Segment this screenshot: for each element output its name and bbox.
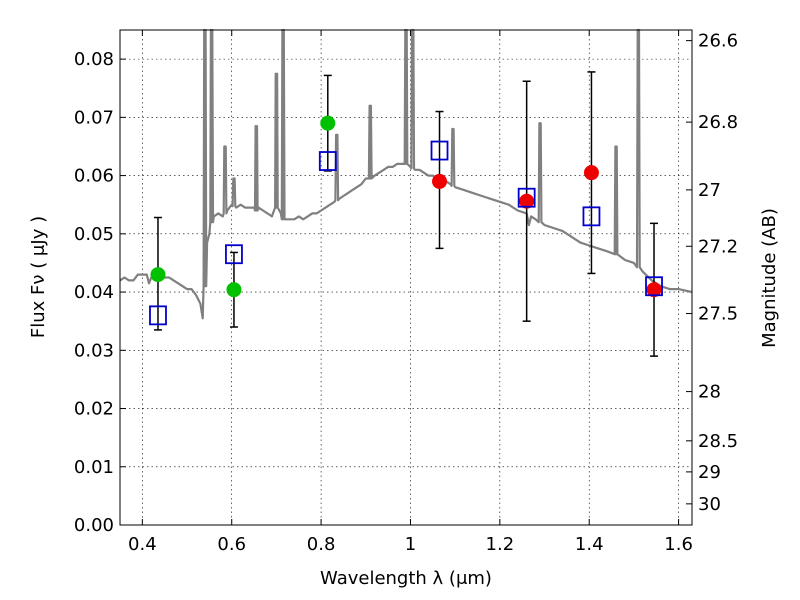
model-spectrum-line (119, 28, 693, 320)
x-tick-label: 0.6 (217, 534, 246, 555)
y-tick-label: 0.05 (74, 224, 114, 245)
right-tick-label: 28 (698, 382, 721, 403)
right-tick-label: 26.8 (698, 112, 738, 133)
right-tick-label: 27.2 (698, 236, 738, 257)
x-axis-label: Wavelength λ (μm) (320, 568, 492, 589)
model-photometry-point (517, 187, 536, 208)
y-tick-label: 0.01 (74, 457, 114, 478)
plot-frame (119, 29, 693, 526)
y-tick-label: 0.00 (74, 515, 114, 536)
model-photometry-point (582, 206, 601, 227)
y-tick-label: 0.04 (74, 282, 114, 303)
right-axis-label: Magnitude (AB) (759, 208, 780, 348)
x-tick-label: 1.2 (486, 534, 515, 555)
x-tick-label: 1.4 (575, 534, 604, 555)
data-point (320, 115, 336, 131)
model-photometry-point (149, 305, 167, 326)
y-tick-label: 0.03 (74, 340, 114, 361)
data-point (646, 282, 662, 298)
model-spectrum (119, 28, 693, 320)
model-photometry-point (225, 244, 243, 265)
right-tick-label: 28.5 (698, 431, 738, 452)
right-tick-label: 27 (698, 180, 721, 201)
right-tick-label: 26.6 (698, 31, 738, 52)
data-point (150, 267, 166, 283)
y-axis-label: Flux Fν ( μJy ) (28, 216, 49, 338)
right-tick-label: 30 (698, 494, 721, 515)
data-point (583, 165, 599, 181)
x-tick-label: 0.4 (128, 534, 157, 555)
model-photometry-point (318, 151, 337, 171)
right-tick-label: 29 (698, 462, 721, 483)
y-tick-label: 0.06 (74, 166, 114, 187)
data-point (432, 173, 448, 189)
y-tick-label: 0.02 (74, 399, 114, 420)
data-points (149, 71, 663, 357)
y-tick-label: 0.08 (74, 49, 114, 70)
model-photometry-point (645, 276, 663, 297)
x-tick-label: 0.8 (307, 534, 336, 555)
right-tick-label: 27.5 (698, 304, 738, 325)
x-tick-label: 1.6 (664, 534, 693, 555)
y-tick-label: 0.07 (74, 107, 114, 128)
data-point (226, 282, 242, 298)
axis-ticks: 0.4 0.6 0.8 1 1.2 1.4 1.6 0.00 0.01 0.02 0.03 0.04 0… (74, 30, 738, 555)
data-point (519, 193, 535, 209)
x-tick-label: 1 (405, 534, 416, 555)
model-photometry-point (430, 140, 449, 161)
grid (120, 30, 692, 526)
